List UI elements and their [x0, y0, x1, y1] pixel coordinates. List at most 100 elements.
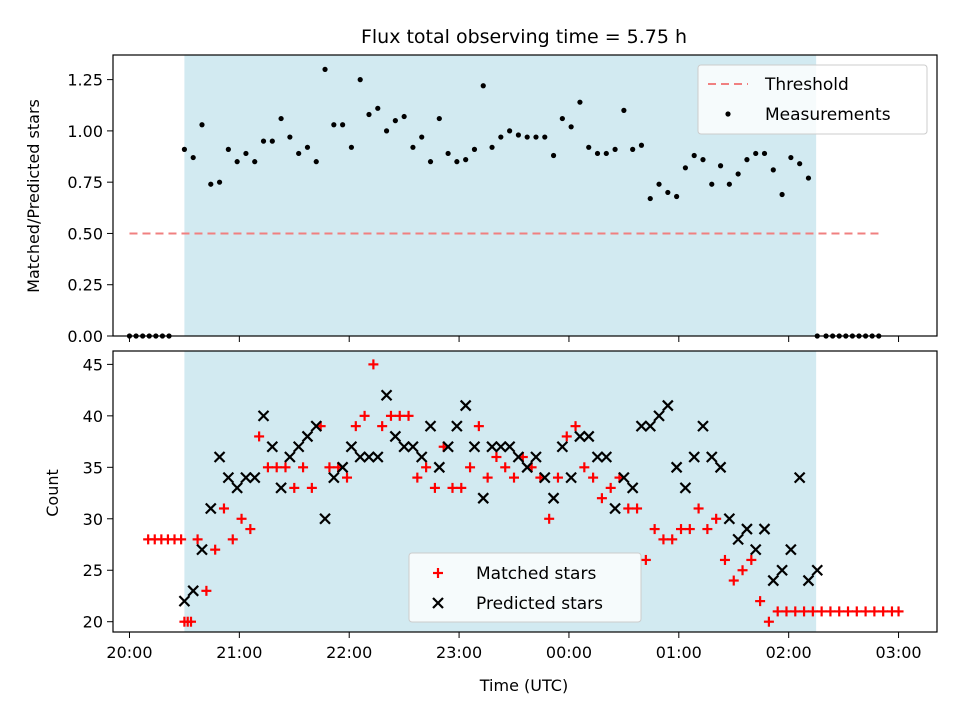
predicted-star-point — [345, 440, 358, 453]
matched-star-point — [218, 503, 229, 514]
predicted-star-point — [749, 543, 762, 556]
predicted-star-point — [609, 502, 621, 515]
predicted-star-point — [758, 523, 771, 535]
matched-star-point — [737, 565, 748, 576]
matched-star-point — [429, 482, 440, 493]
measurement-point — [243, 150, 249, 157]
matched-star-point — [799, 606, 810, 617]
top-y-tick-label: 0.25 — [67, 276, 103, 295]
matched-star-point — [342, 472, 353, 483]
top-y-tick-label: 1.00 — [67, 122, 103, 141]
measurement-point — [507, 128, 513, 134]
bottom-y-tick-label: 35 — [83, 458, 103, 477]
predicted-star-point — [635, 420, 648, 432]
matched-star-point — [289, 482, 300, 493]
matched-star-point — [658, 534, 669, 545]
matched-star-point — [693, 503, 704, 514]
measurement-point — [621, 107, 627, 113]
predicted-star-point — [503, 440, 516, 453]
predicted-star-point — [292, 440, 305, 453]
matched-star-point — [394, 410, 405, 421]
measurement-point — [524, 134, 530, 140]
matched-star-point — [176, 534, 187, 545]
measurement-point — [190, 154, 196, 161]
measurement-point — [586, 144, 592, 150]
predicted-star-point — [662, 399, 674, 412]
matched-star-point — [772, 606, 783, 617]
matched-star-point — [676, 524, 687, 535]
predicted-star-point — [266, 440, 279, 453]
predicted-star-point — [257, 410, 270, 422]
bottom-y-axis-label: Count — [43, 469, 62, 517]
measurement-point — [612, 146, 618, 152]
measurement-point — [322, 66, 328, 72]
predicted-star-point — [530, 451, 542, 463]
predicted-star-point — [284, 451, 296, 463]
bottom-x-tick-label: 03:00 — [875, 643, 921, 662]
matched-star-point — [763, 616, 774, 627]
matched-star-point — [711, 513, 722, 524]
predicted-star-point — [512, 451, 525, 463]
measurement-point — [357, 77, 363, 83]
bottom-panel: 20 25 30 35 40 45 20:00 21:00 22:00 23:00 00:00 01… — [43, 350, 938, 695]
matched-star-point — [746, 554, 757, 565]
measurement-point — [313, 159, 319, 165]
matched-star-point — [834, 606, 845, 617]
bottom-x-tick-label: 22:00 — [326, 643, 372, 662]
matched-star-point — [227, 534, 238, 545]
measurement-point — [225, 146, 231, 152]
measurement-point — [392, 118, 398, 124]
matched-star-point — [421, 462, 432, 473]
matched-star-point — [825, 606, 836, 617]
measurement-point — [252, 159, 258, 165]
matched-star-point — [893, 606, 904, 617]
measurement-point — [559, 115, 565, 122]
predicted-star-point — [811, 564, 824, 577]
matched-star-point — [186, 616, 197, 627]
measurement-point — [577, 99, 583, 105]
legend-threshold-label: Threshold — [764, 75, 849, 95]
predicted-star-point — [301, 430, 314, 443]
matched-star-point — [649, 524, 660, 535]
measurement-point — [674, 193, 680, 200]
measurement-point — [199, 122, 205, 128]
predicted-star-point — [354, 451, 366, 463]
matched-star-point — [359, 410, 370, 421]
measurement-point — [788, 154, 794, 161]
matched-star-point — [869, 606, 880, 617]
matched-star-point — [324, 462, 335, 473]
measurement-point — [726, 181, 732, 187]
matched-star-point — [412, 472, 423, 483]
top-legend-box — [697, 64, 928, 135]
measurement-point — [700, 157, 706, 163]
matched-star-point — [544, 513, 555, 524]
predicted-star-point — [767, 574, 780, 587]
legend-matched-swatch — [433, 568, 443, 578]
measurement-point — [208, 181, 214, 187]
predicted-points — [178, 389, 824, 607]
predicted-star-point — [424, 420, 437, 432]
measurement-point — [542, 134, 548, 140]
predicted-star-point — [591, 451, 604, 463]
matched-star-point — [385, 410, 396, 421]
measurement-point — [401, 113, 407, 120]
measurement-point — [770, 167, 776, 173]
measurement-point — [340, 122, 346, 128]
predicted-star-point — [670, 461, 683, 474]
top-y-axis: 0.00 0.25 0.50 0.75 1.00 1.25 — [67, 71, 113, 346]
matched-star-point — [254, 431, 265, 442]
matched-star-point — [816, 606, 827, 617]
measurement-point — [603, 150, 609, 157]
predicted-star-point — [565, 471, 577, 484]
matched-star-point — [561, 431, 572, 442]
matched-star-point — [684, 524, 695, 535]
top-panel: 0.00 0.25 0.50 0.75 1.00 1.25 Matched/Predict… — [24, 54, 938, 346]
matched-star-point — [790, 606, 801, 617]
matched-star-point — [271, 462, 282, 473]
predicted-star-point — [600, 451, 613, 463]
bottom-y-tick-label: 30 — [83, 510, 103, 529]
bottom-legend-box — [408, 552, 642, 623]
measurement-point — [568, 124, 574, 130]
measurement-point — [709, 181, 715, 187]
predicted-star-point — [547, 492, 560, 504]
